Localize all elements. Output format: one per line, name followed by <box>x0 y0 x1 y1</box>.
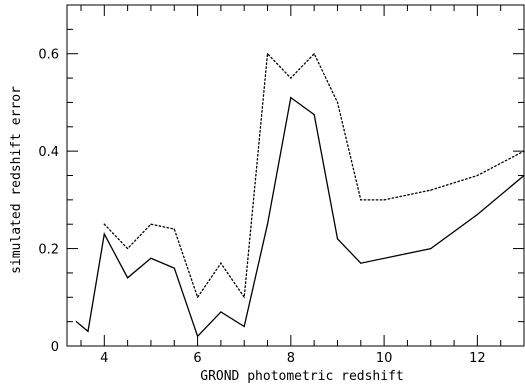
data-point-solid <box>336 238 339 240</box>
data-point-dotted <box>220 262 222 264</box>
data-point-solid <box>173 267 175 269</box>
data-point-dotted <box>127 247 129 250</box>
series-line-solid <box>75 96 525 338</box>
data-point-dotted <box>313 53 315 55</box>
data-point-dotted <box>383 199 385 201</box>
data-point-dotted <box>103 223 105 225</box>
tick-labels: 4 6 8 10 12 0 0.2 0.4 0.6 <box>38 48 485 366</box>
x-tick-label: 12 <box>469 351 486 366</box>
y-axis-label: simulated redshift error <box>9 86 24 274</box>
data-point-dotted <box>243 296 245 298</box>
data-point-solid <box>290 96 292 99</box>
x-tick-label: 10 <box>376 351 393 366</box>
data-point-dotted <box>150 223 152 225</box>
x-tick-label: 4 <box>100 351 108 366</box>
x-tick-label: 6 <box>193 351 201 366</box>
y-tick-label: 0.2 <box>38 243 59 258</box>
data-point-dotted <box>476 174 478 177</box>
series-line-dotted <box>103 52 525 300</box>
data-point-solid <box>266 223 269 225</box>
x-tick-label: 8 <box>287 351 295 366</box>
data-point-solid <box>196 335 199 337</box>
y-tick-label: 0 <box>51 340 59 355</box>
data-point-solid <box>430 247 432 250</box>
data-point-solid <box>220 311 222 313</box>
y-tick-label: 0.4 <box>38 145 59 160</box>
data-point-dotted <box>196 296 199 298</box>
data-point-dotted <box>266 53 269 55</box>
axis-ticks <box>67 4 525 347</box>
data-point-solid <box>127 277 129 279</box>
data-point-solid <box>75 321 77 323</box>
series-layer <box>75 52 525 338</box>
data-point-dotted <box>290 77 292 79</box>
data-point-solid <box>150 257 152 259</box>
data-point-solid <box>313 114 315 116</box>
data-point-solid <box>476 213 478 216</box>
plot-frame <box>66 4 525 347</box>
data-point-solid <box>87 330 89 332</box>
x-axis-label: GROND photometric redshift <box>200 369 404 384</box>
data-point-dotted <box>336 101 339 104</box>
data-point-dotted <box>173 228 175 230</box>
y-tick-label: 0.6 <box>38 48 59 63</box>
data-point-solid <box>243 325 245 328</box>
data-point-dotted <box>360 199 362 201</box>
data-point-dotted <box>430 189 432 191</box>
data-point-solid <box>103 233 105 235</box>
data-point-solid <box>360 262 362 264</box>
